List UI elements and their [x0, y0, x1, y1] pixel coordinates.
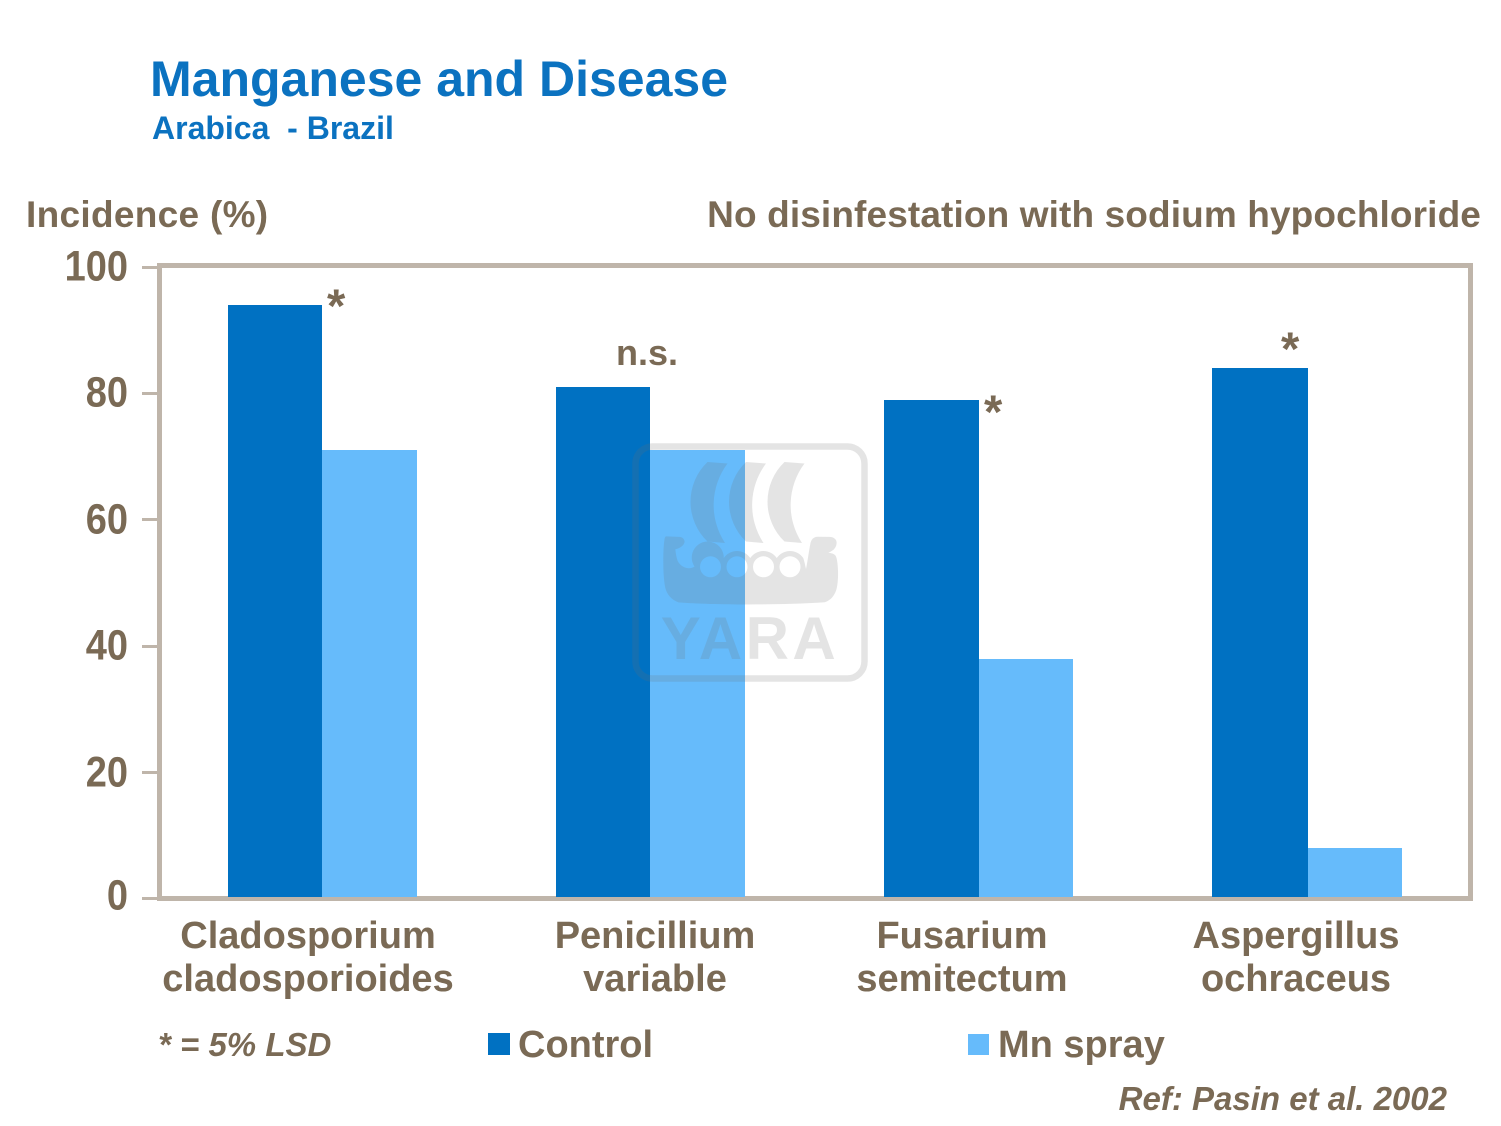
svg-text:YARA: YARA [661, 605, 840, 672]
